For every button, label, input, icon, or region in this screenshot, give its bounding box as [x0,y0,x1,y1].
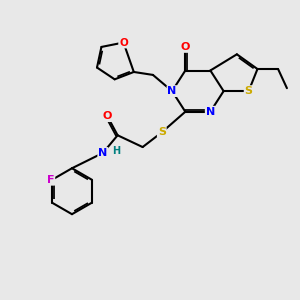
Text: F: F [47,175,54,185]
Text: N: N [206,107,215,117]
Text: S: S [158,127,166,137]
Text: S: S [244,86,253,96]
Text: O: O [119,38,128,47]
Text: H: H [112,146,120,157]
Text: N: N [167,86,177,96]
Text: O: O [181,42,190,52]
Text: O: O [103,111,112,121]
Text: N: N [98,148,107,158]
